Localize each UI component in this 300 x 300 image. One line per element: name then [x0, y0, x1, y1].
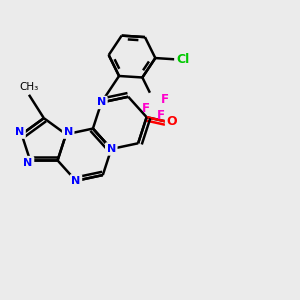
Text: CH₃: CH₃: [20, 82, 39, 92]
Text: N: N: [23, 158, 33, 167]
Text: N: N: [97, 98, 106, 107]
Text: N: N: [107, 144, 116, 154]
Text: N: N: [71, 176, 81, 186]
Text: O: O: [167, 115, 177, 128]
Text: N: N: [64, 127, 73, 137]
Text: F: F: [142, 102, 150, 115]
Text: F: F: [157, 109, 165, 122]
Text: N: N: [15, 127, 24, 137]
Text: Cl: Cl: [176, 53, 190, 66]
Text: F: F: [161, 93, 169, 106]
